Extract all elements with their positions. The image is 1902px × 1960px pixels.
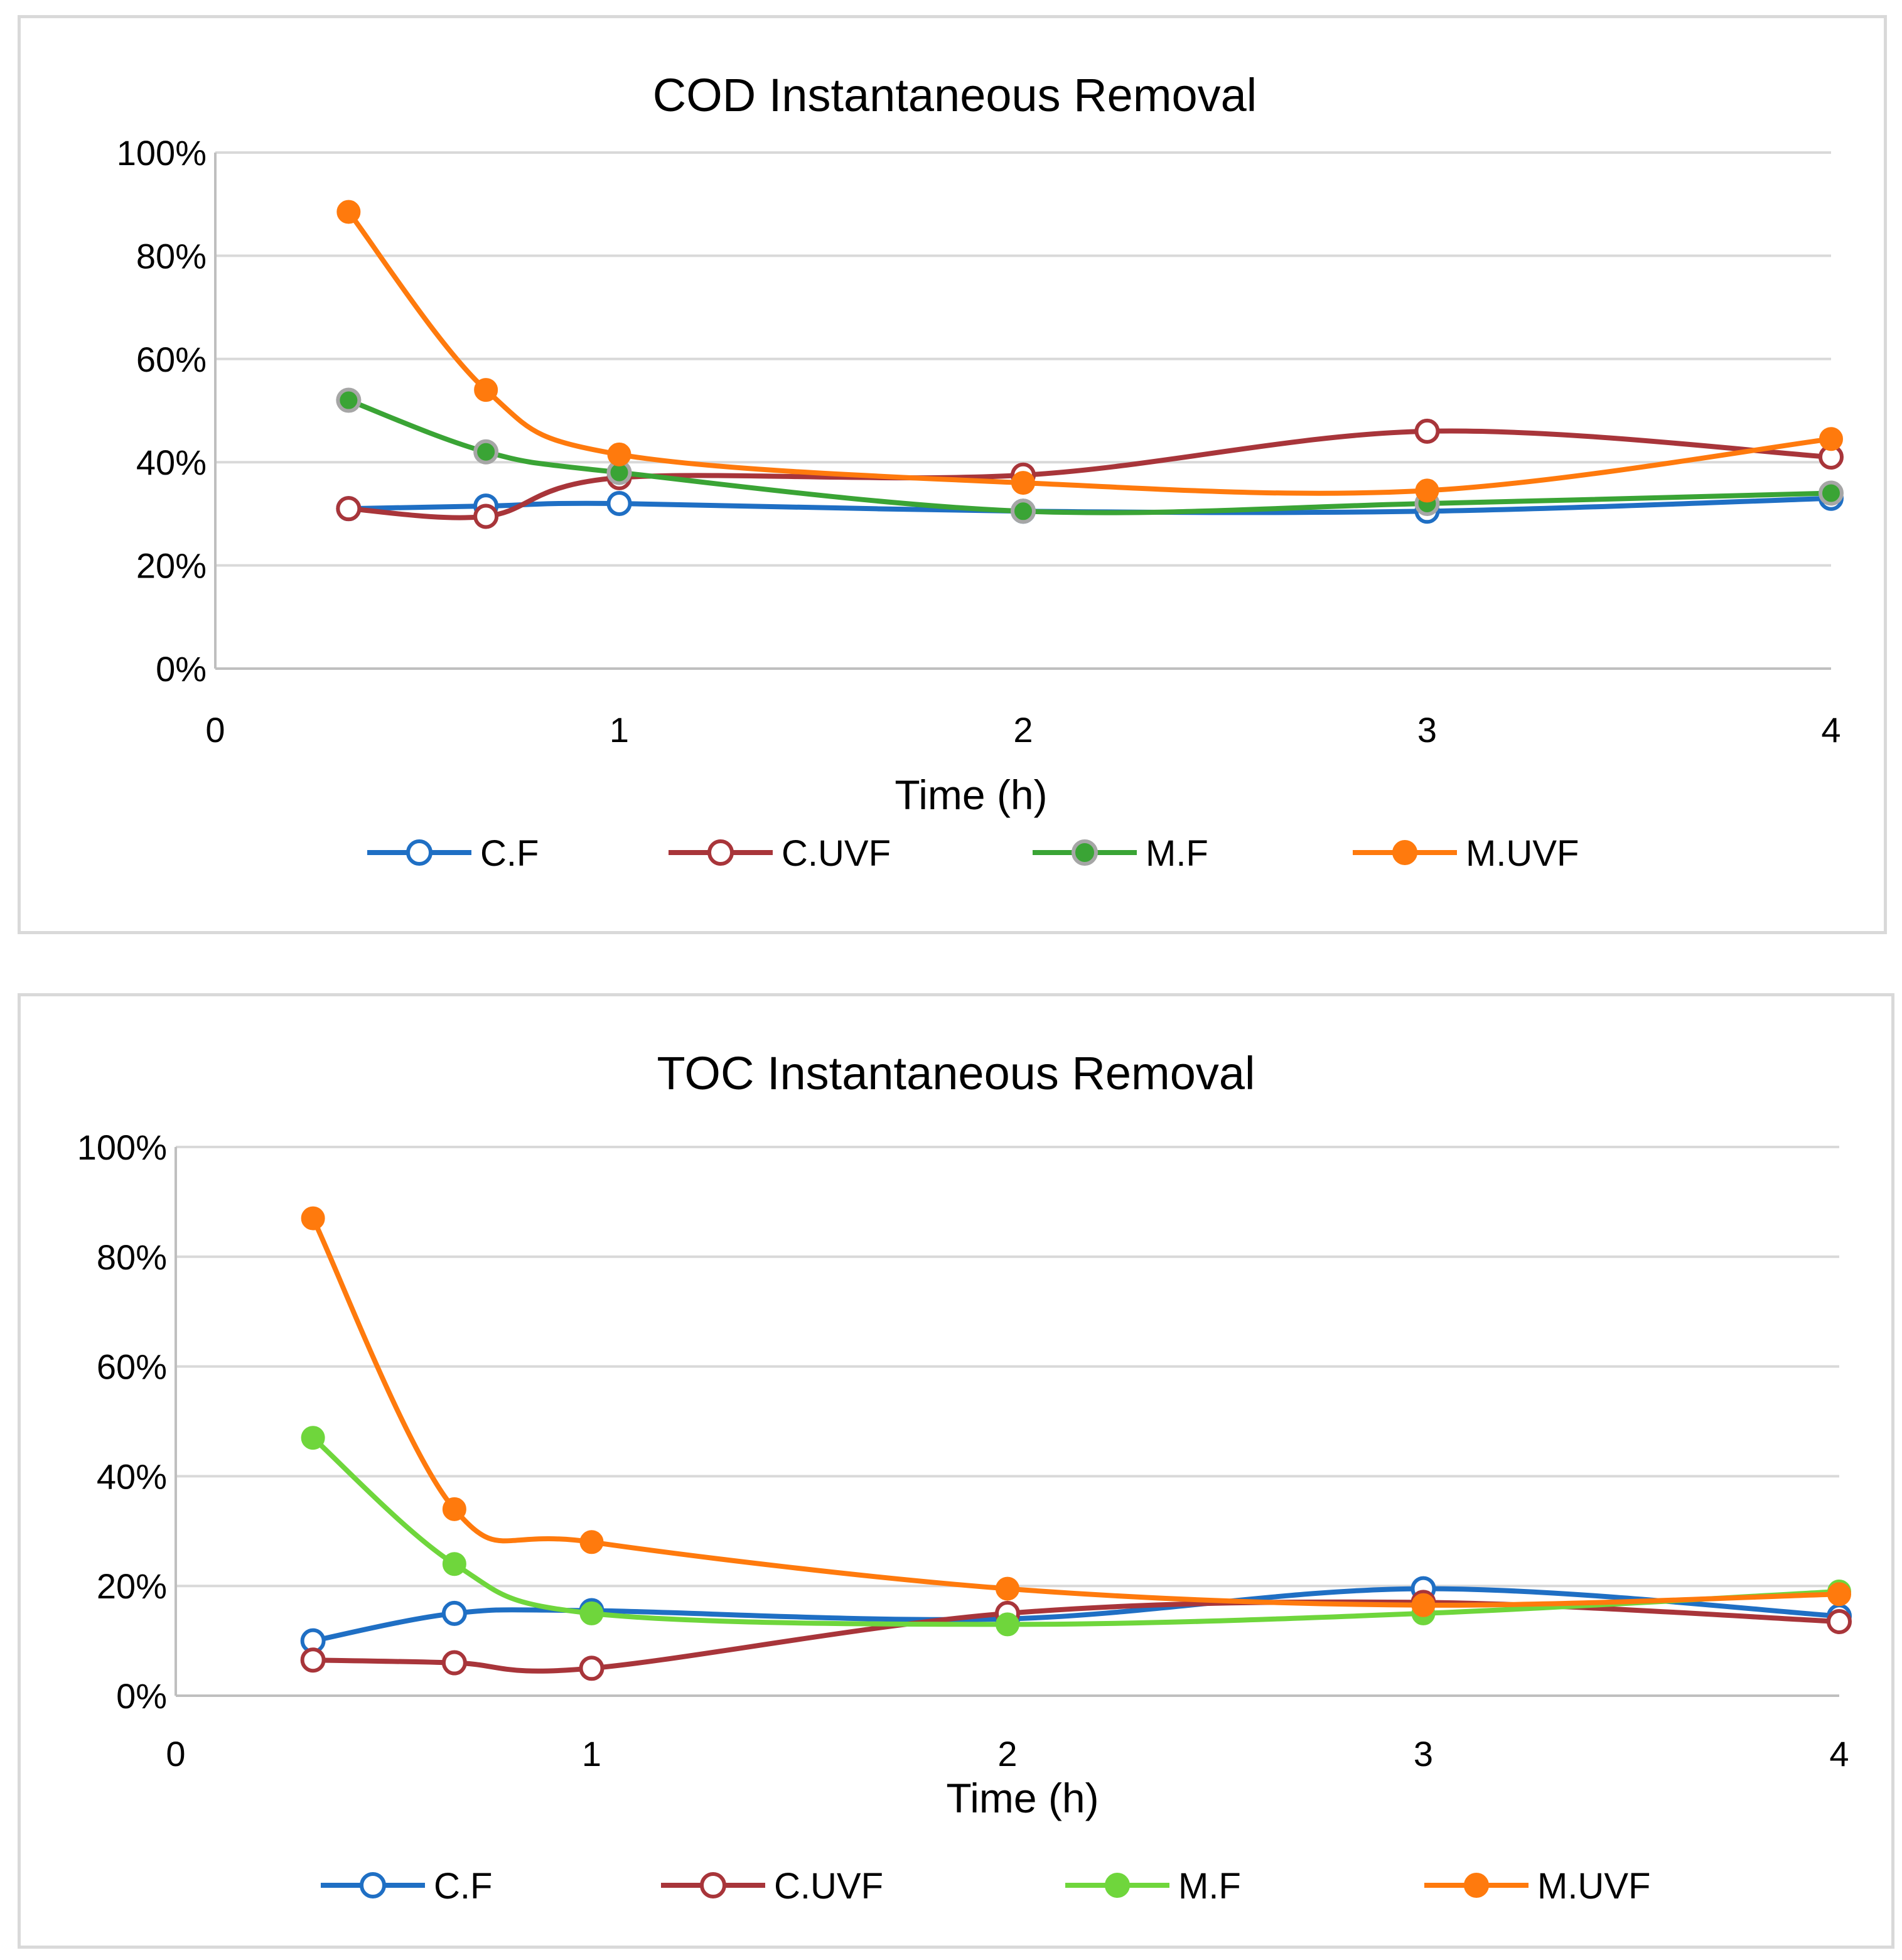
legend-marker: [700, 1872, 726, 1898]
legend-item: M.UVF: [1424, 1866, 1650, 1907]
data-point: [579, 1656, 604, 1681]
x-tick-label: 4: [1829, 1734, 1849, 1774]
data-point: [473, 439, 499, 465]
x-tick-label: 2: [1013, 710, 1033, 750]
y-tick-label: 0%: [156, 649, 207, 689]
y-tick-label: 20%: [97, 1566, 167, 1606]
legend-label: M.F: [1146, 833, 1208, 874]
legend-marker: [707, 839, 734, 866]
series-line: [346, 209, 1834, 496]
legend-label: M.F: [1178, 1866, 1241, 1907]
legend-item: M.F: [1065, 1866, 1241, 1907]
data-point: [442, 1552, 466, 1576]
legend-item: M.F: [1033, 833, 1208, 874]
legend-item: M.UVF: [1353, 833, 1579, 874]
y-tick-label: 40%: [97, 1457, 167, 1496]
y-tick-label: 20%: [136, 546, 207, 586]
data-point: [300, 1647, 326, 1673]
data-point: [473, 503, 499, 529]
x-tick-label: 1: [582, 1734, 601, 1774]
legend-marker: [1464, 1873, 1489, 1898]
data-point: [442, 1497, 466, 1521]
data-point: [996, 1576, 1019, 1601]
legend-label: C.UVF: [774, 1866, 883, 1907]
chart-title: TOC Instantaneous Removal: [657, 1047, 1255, 1099]
data-point: [1827, 1609, 1852, 1635]
x-tick-label: 0: [205, 710, 225, 750]
data-point: [1414, 418, 1440, 444]
chart-title: COD Instantaneous Removal: [653, 69, 1257, 121]
data-point: [1011, 498, 1036, 524]
series-line: [346, 428, 1834, 520]
series-line: [310, 1586, 1842, 1644]
legend-item: C.UVF: [669, 833, 891, 874]
x-axis-title: Time (h): [895, 772, 1047, 818]
series-m-uvf: [301, 1206, 1851, 1617]
x-tick-label: 3: [1417, 710, 1437, 750]
legend-marker: [360, 1872, 386, 1898]
y-tick-label: 60%: [97, 1347, 167, 1387]
series-c-f: [336, 485, 1844, 524]
x-tick-label: 4: [1821, 710, 1840, 750]
legend-item: C.UVF: [661, 1866, 883, 1907]
data-point: [336, 387, 362, 413]
data-point: [301, 1206, 325, 1230]
data-point: [607, 442, 631, 466]
x-tick-label: 1: [610, 710, 629, 750]
data-point: [1819, 480, 1844, 506]
data-point: [1819, 427, 1843, 451]
legend-label: M.UVF: [1537, 1866, 1650, 1907]
data-point: [301, 1426, 325, 1450]
data-point: [606, 490, 632, 516]
y-tick-label: 40%: [136, 443, 207, 482]
legend-item: C.F: [367, 833, 539, 874]
y-tick-label: 100%: [117, 133, 207, 173]
series-c-f: [300, 1576, 1852, 1654]
y-tick-label: 80%: [97, 1237, 167, 1277]
series-line: [346, 397, 1834, 515]
legend-label: M.UVF: [1466, 833, 1579, 874]
data-point: [996, 1612, 1019, 1637]
data-point: [1827, 1582, 1851, 1607]
y-tick-label: 0%: [116, 1676, 167, 1716]
cod-chart: COD Instantaneous Removal 0% 20% 40% 60% 80% 1…: [117, 69, 1844, 874]
toc-chart: TOC Instantaneous Removal 0% 20% 40% 60% 80% 1…: [77, 1047, 1852, 1907]
data-point: [1011, 471, 1035, 495]
data-point: [1415, 478, 1439, 503]
data-point: [441, 1650, 467, 1676]
legend-marker: [1072, 839, 1098, 866]
legend-marker: [406, 839, 433, 866]
legend-item: C.F: [321, 1866, 492, 1907]
data-point: [336, 200, 361, 224]
data-point: [1411, 1593, 1436, 1617]
series-m-f: [336, 387, 1844, 524]
data-point: [336, 496, 362, 522]
y-tick-label: 60%: [136, 340, 207, 379]
legend-label: C.UVF: [782, 833, 891, 874]
legend-label: C.F: [480, 833, 539, 874]
series-m-uvf: [336, 200, 1843, 503]
series-line: [310, 1215, 1842, 1608]
toc-chart-panel: TOC Instantaneous Removal 0% 20% 40% 60% 80% 1…: [18, 993, 1894, 1949]
cod-chart-panel: COD Instantaneous Removal 0% 20% 40% 60% 80% 1…: [18, 15, 1887, 934]
legend-marker: [1105, 1873, 1130, 1898]
data-point: [579, 1601, 604, 1625]
legend-label: C.F: [434, 1866, 492, 1907]
data-point: [441, 1600, 467, 1626]
y-tick-label: 80%: [136, 236, 207, 276]
y-tick-label: 100%: [77, 1128, 167, 1167]
data-point: [474, 378, 498, 402]
data-point: [579, 1530, 604, 1554]
x-tick-label: 0: [166, 1734, 185, 1774]
x-tick-label: 3: [1414, 1734, 1433, 1774]
x-tick-label: 2: [997, 1734, 1017, 1774]
legend-marker: [1392, 840, 1417, 865]
x-axis-title: Time (h): [946, 1775, 1099, 1821]
